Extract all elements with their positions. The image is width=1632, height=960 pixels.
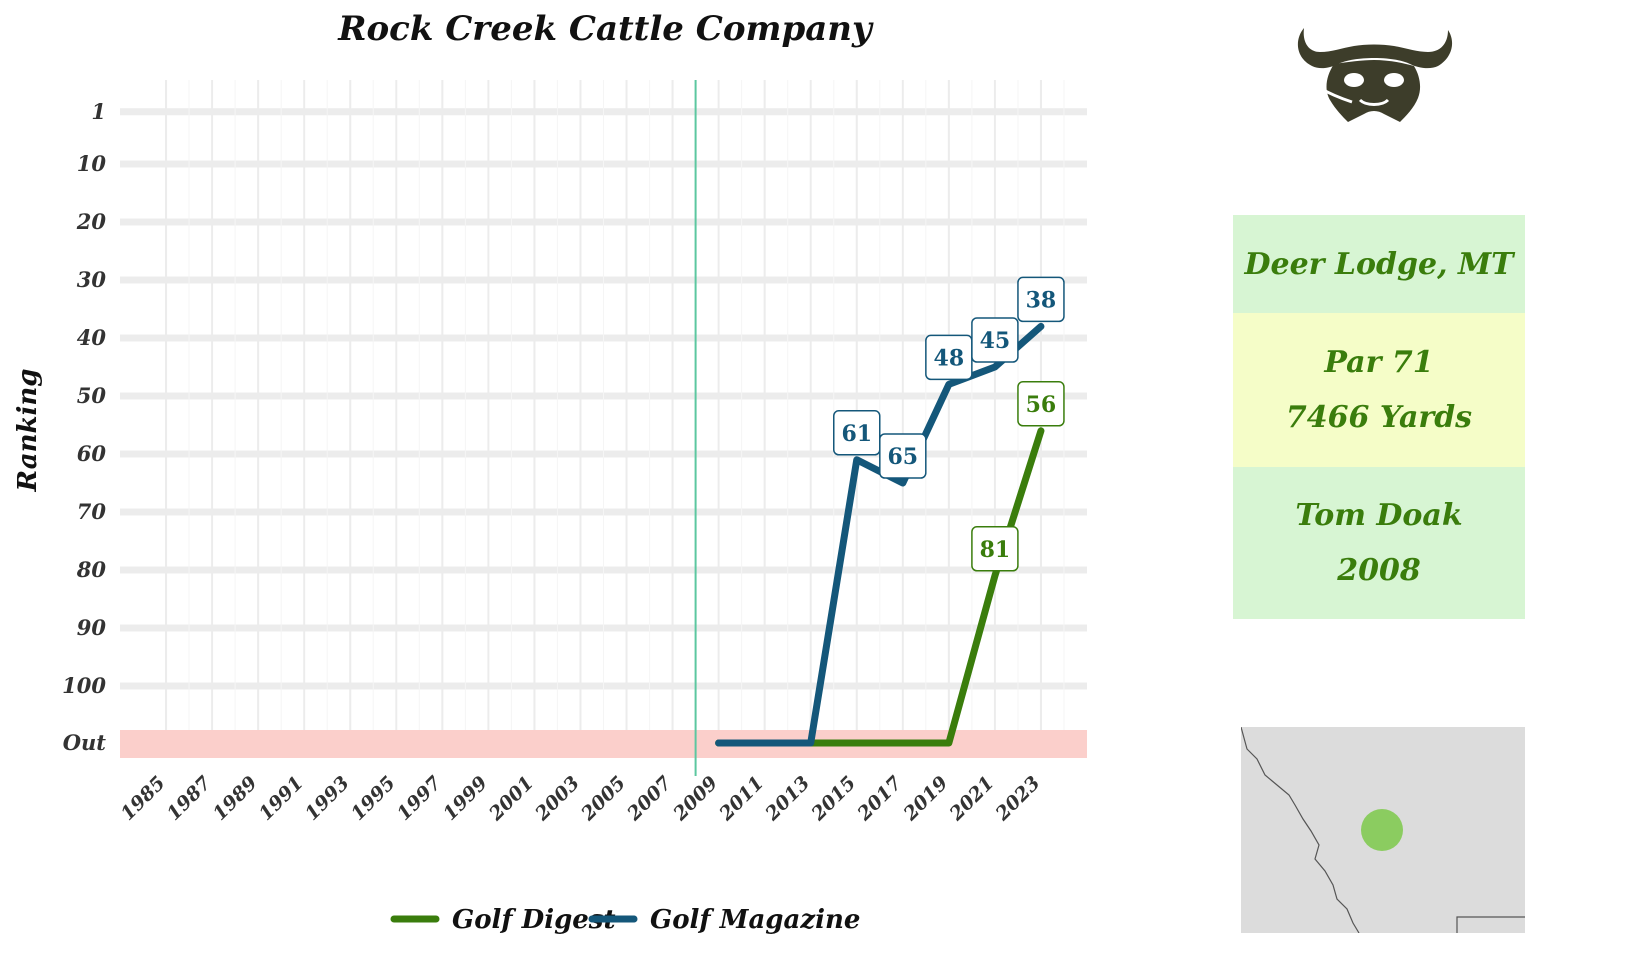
data-label-box bbox=[971, 317, 1019, 363]
data-label-box bbox=[833, 410, 881, 456]
data-label: 61 bbox=[833, 410, 881, 456]
x-tick-label: 1991 bbox=[255, 772, 308, 825]
legend-label-golf-digest: Golf Digest bbox=[452, 905, 615, 935]
legend: Golf Digest Golf Magazine bbox=[390, 905, 860, 935]
x-tick-label: 1995 bbox=[347, 772, 400, 825]
data-label-value: 38 bbox=[1026, 287, 1057, 313]
y-tick-label: 20 bbox=[76, 209, 107, 234]
data-label-value: 48 bbox=[934, 345, 965, 371]
location-panel: Deer Lodge, MT bbox=[1233, 215, 1525, 313]
architect-text: Tom Doak bbox=[1295, 498, 1463, 533]
y-tick-label: 70 bbox=[77, 499, 107, 524]
architect-panel: Tom Doak 2008 bbox=[1233, 467, 1525, 619]
y-tick-label: 1 bbox=[91, 99, 106, 124]
data-label-box bbox=[1017, 276, 1065, 323]
data-label-value: 56 bbox=[1026, 392, 1057, 418]
course-panel: Par 71 7466 Yards bbox=[1233, 313, 1525, 467]
legend-label-golf-magazine: Golf Magazine bbox=[650, 905, 860, 935]
state-border-south bbox=[1456, 916, 1525, 933]
y-tick-label: 50 bbox=[77, 383, 107, 408]
y-tick-label: 100 bbox=[62, 673, 106, 698]
location-map bbox=[1241, 727, 1525, 933]
y-tick-label: Out bbox=[63, 730, 107, 755]
cattle-skull-icon bbox=[1290, 18, 1460, 127]
x-tick-label: 2015 bbox=[807, 772, 861, 826]
x-tick-label: 2011 bbox=[715, 772, 769, 826]
y-axis-label: Ranking bbox=[13, 369, 43, 493]
data-label: 45 bbox=[971, 317, 1019, 363]
data-label-value: 65 bbox=[887, 444, 918, 470]
chart-title: Rock Creek Cattle Company bbox=[337, 9, 874, 49]
yardage-text: 7466 Yards bbox=[1285, 400, 1473, 435]
x-tick-label: 1993 bbox=[301, 772, 354, 825]
x-tick-label: 1999 bbox=[439, 772, 492, 825]
data-label: 81 bbox=[971, 526, 1019, 572]
data-label-box bbox=[879, 433, 927, 479]
data-label-box bbox=[1017, 381, 1065, 427]
y-tick-label: 30 bbox=[77, 267, 107, 292]
data-label: 56 bbox=[1017, 381, 1065, 427]
y-tick-label: 10 bbox=[77, 151, 107, 176]
x-tick-label: 2017 bbox=[853, 772, 907, 826]
data-label: 38 bbox=[1017, 276, 1065, 323]
y-tick-label: 60 bbox=[77, 441, 107, 466]
y-tick-label: 40 bbox=[77, 325, 107, 350]
x-tick-label: 2005 bbox=[576, 772, 630, 826]
x-tick-label: 2001 bbox=[484, 772, 538, 826]
x-tick-label: 1989 bbox=[209, 772, 262, 825]
y-tick-label: 80 bbox=[76, 557, 107, 582]
data-labels: 81 56 61 65 48 45 38 bbox=[833, 276, 1065, 572]
x-tick-label: 2007 bbox=[622, 772, 676, 826]
data-label-value: 61 bbox=[841, 421, 872, 447]
x-tick-label: 2009 bbox=[668, 772, 722, 826]
par-text: Par 71 bbox=[1324, 345, 1434, 380]
data-label: 48 bbox=[925, 334, 973, 381]
data-label: 65 bbox=[879, 433, 927, 479]
x-tick-label: 2013 bbox=[761, 772, 815, 826]
x-tick-label: 1997 bbox=[393, 772, 446, 825]
location-text: Deer Lodge, MT bbox=[1244, 246, 1514, 282]
state-border bbox=[1241, 727, 1360, 933]
x-tick-label: 2021 bbox=[945, 772, 999, 826]
y-tick-label: 90 bbox=[77, 615, 107, 640]
data-label-value: 45 bbox=[980, 328, 1011, 354]
data-label-box bbox=[971, 526, 1019, 572]
x-tick-label: 2023 bbox=[991, 772, 1045, 826]
y-axis-ticks: 1 10 20 30 40 50 60 70 80 90 100 Out bbox=[62, 99, 106, 755]
x-axis-ticks: 1985198719891991199319951997199920012003… bbox=[117, 772, 1045, 826]
x-tick-label: 2003 bbox=[530, 772, 584, 826]
course-location-marker bbox=[1361, 809, 1403, 851]
opened-year-text: 2008 bbox=[1337, 553, 1421, 588]
x-tick-label: 1987 bbox=[163, 772, 216, 825]
x-tick-label: 2019 bbox=[899, 772, 953, 826]
x-tick-label: 1985 bbox=[117, 772, 170, 825]
data-label-value: 81 bbox=[980, 537, 1011, 563]
grid bbox=[120, 80, 1087, 758]
